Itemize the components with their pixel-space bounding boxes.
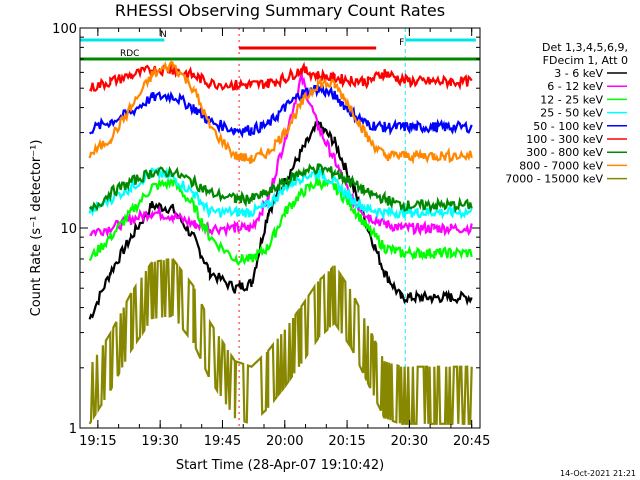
x-tick-label: 19:15: [79, 434, 116, 449]
legend-header-line-2: FDecim 1, Att 0: [543, 54, 628, 67]
flag-label-n: N: [160, 30, 167, 40]
legend-label-4: 50 - 100 keV: [533, 120, 603, 133]
series-line-3: [88, 166, 473, 222]
legend-label-8: 7000 - 15000 keV: [505, 173, 603, 186]
legend-label-0: 3 - 6 keV: [554, 67, 603, 80]
flag-label-f: F: [399, 38, 404, 48]
legend-label-2: 12 - 25 keV: [540, 93, 603, 106]
axes: 1 10 100 19:15 19:30 19:45 20:00 20:15 20:30 20:4…: [52, 22, 490, 449]
x-tick-label: 20:15: [328, 434, 365, 449]
x-tick-label: 20:45: [453, 434, 490, 449]
x-tick-label: 20:30: [391, 434, 428, 449]
series-line-2: [88, 175, 473, 266]
y-tick-label: 100: [52, 22, 77, 37]
legend-label-6: 300 - 800 keV: [526, 146, 603, 159]
legend-label-3: 25 - 50 keV: [540, 107, 603, 120]
date-stamp: 14-Oct-2021 21:21: [560, 469, 636, 478]
legend-label-7: 800 - 7000 keV: [519, 159, 603, 172]
series-line-8: [88, 257, 473, 425]
y-axis-label: Count Rate (s⁻¹ detector⁻¹): [29, 140, 44, 317]
x-axis-label: Start Time (28-Apr-07 19:10:42): [176, 458, 384, 473]
series-line-6: [88, 163, 473, 214]
series-line-1: [89, 72, 473, 239]
legend-header-line-1: Det 1,3,4,5,6,9,: [542, 41, 628, 54]
x-tick-label: 19:30: [141, 434, 178, 449]
legend-label-1: 6 - 12 keV: [547, 80, 603, 93]
y-tick-label: 1: [69, 422, 77, 437]
y-tick-label: 10: [60, 222, 77, 237]
series-line-5: [89, 61, 473, 92]
series-line-4: [89, 83, 473, 139]
x-tick-label: 20:00: [266, 434, 303, 449]
flag-label-rdc: RDC: [120, 49, 139, 59]
plot-area: N RDC F: [79, 28, 480, 428]
chart-title: RHESSI Observing Summary Count Rates: [115, 1, 445, 20]
legend-label-5: 100 - 300 keV: [526, 133, 603, 146]
series-line-0: [88, 120, 473, 320]
series-line-7: [88, 60, 473, 165]
x-tick-label: 19:45: [204, 434, 241, 449]
